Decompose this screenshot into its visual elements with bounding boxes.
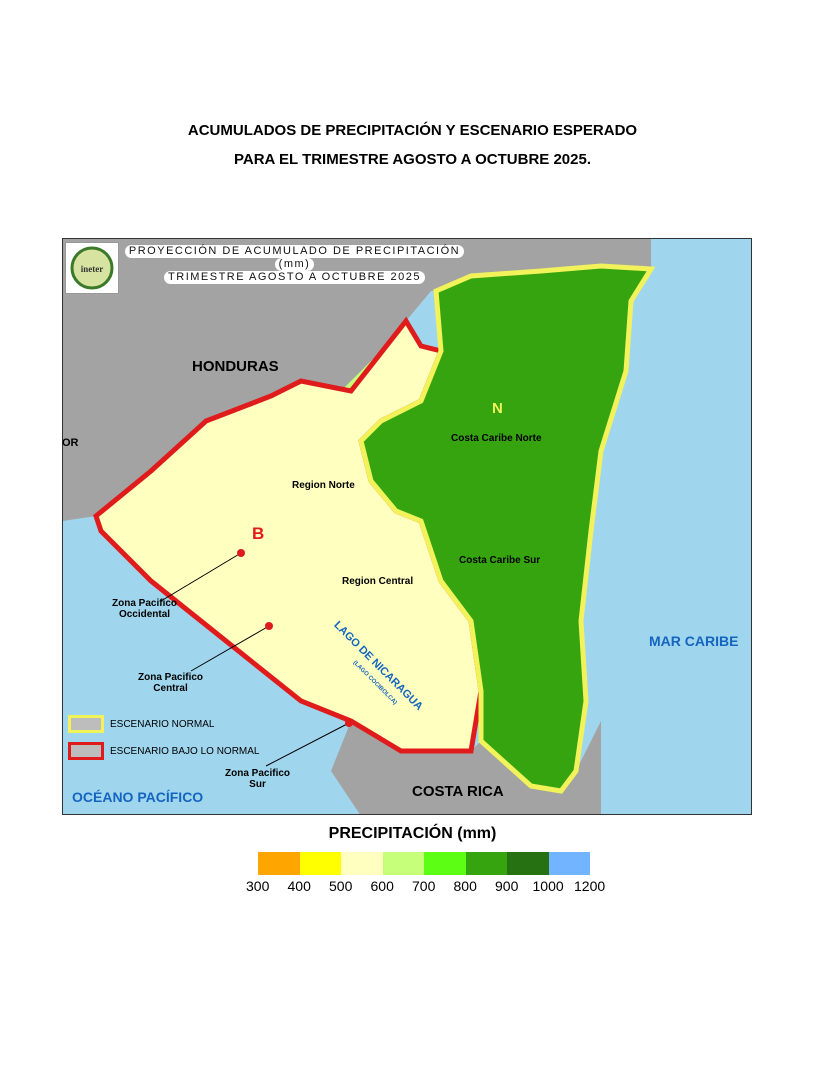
scale-swatch <box>382 852 424 875</box>
title-line-1: ACUMULADOS DE PRECIPITACIÓN Y ESCENARIO … <box>187 122 638 139</box>
label-oceano-pacifico: OCÉANO PACÍFICO <box>72 789 204 805</box>
scale-swatch <box>258 852 300 875</box>
label-costa-rica: COSTA RICA <box>412 783 504 800</box>
legend-normal-swatch <box>68 715 104 733</box>
label-zona-sur: Zona Pacifico Sur <box>225 768 291 790</box>
scale-title: PRECIPITACIÓN (mm) <box>328 825 497 842</box>
map-header-line-3: TRIMESTRE AGOSTO A OCTUBRE 2025 <box>164 271 425 284</box>
map-header-line-1: PROYECCIÓN DE ACUMULADO DE PRECIPITACIÓN <box>124 245 465 258</box>
label-or: OR <box>62 437 79 449</box>
scale-swatch <box>424 852 466 875</box>
scale-tick: 700 <box>412 878 436 894</box>
color-scale <box>258 852 590 875</box>
legend-bajo: ESCENARIO BAJO LO NORMAL <box>68 742 259 760</box>
marker-occidental <box>237 549 245 557</box>
scale-swatch <box>465 852 507 875</box>
scale-tick: 600 <box>370 878 394 894</box>
label-region-central: Region Central <box>342 576 414 587</box>
label-caribe-sur: Costa Caribe Sur <box>459 555 541 566</box>
scale-swatch <box>548 852 590 875</box>
scale-tick: 900 <box>495 878 519 894</box>
scale-swatch <box>299 852 341 875</box>
map-header: PROYECCIÓN DE ACUMULADO DE PRECIPITACIÓN… <box>122 245 467 284</box>
el-salvador-land <box>63 431 111 501</box>
scale-swatch <box>507 852 549 875</box>
marker-n: N <box>492 400 503 417</box>
scale-tick: 1200 <box>574 878 606 894</box>
label-caribe-norte: Costa Caribe Norte <box>451 433 542 444</box>
costa-rica-land <box>331 721 601 814</box>
label-zona-occidental: Zona Pacifico Occidental <box>112 598 178 620</box>
scale-tick: 500 <box>329 878 353 894</box>
marker-sur <box>345 719 353 727</box>
label-honduras: HONDURAS <box>192 358 279 375</box>
marker-b: B <box>252 524 265 543</box>
title-line-2: PARA EL TRIMESTRE AGOSTO A OCTUBRE 2025. <box>234 151 591 168</box>
legend-normal-label: ESCENARIO NORMAL <box>110 718 215 730</box>
label-zona-central: Zona Pacifico Central <box>138 672 204 694</box>
label-mar-caribe: MAR CARIBE <box>649 633 739 649</box>
legend-bajo-swatch <box>68 742 104 760</box>
precipitation-map <box>62 238 752 815</box>
label-region-norte: Region Norte <box>292 480 355 491</box>
scale-tick: 800 <box>453 878 477 894</box>
scale-tick: 400 <box>287 878 311 894</box>
legend-normal: ESCENARIO NORMAL <box>68 715 214 733</box>
map-header-line-2: (mm) <box>274 258 315 271</box>
legend-bajo-label: ESCENARIO BAJO LO NORMAL <box>110 745 260 757</box>
zone-pointers <box>160 552 350 767</box>
svg-text:ineter: ineter <box>81 264 104 274</box>
scale-tick: 300 <box>246 878 270 894</box>
ineter-logo: ineter <box>65 242 119 294</box>
scale-swatch <box>341 852 383 875</box>
scale-tick: 1000 <box>532 878 564 894</box>
map-graphic <box>63 239 751 814</box>
marker-central <box>265 622 273 630</box>
